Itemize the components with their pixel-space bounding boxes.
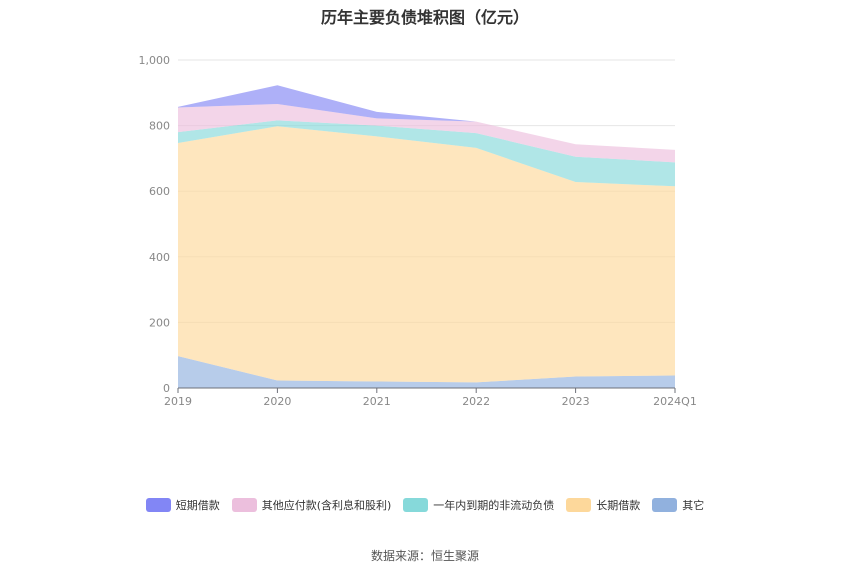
- legend-label: 其他应付款(含利息和股利): [261, 499, 392, 512]
- x-tick-label: 2022: [462, 395, 490, 408]
- y-tick-label: 400: [149, 251, 170, 264]
- area-series[interactable]: [178, 85, 675, 388]
- y-tick-label: 1,000: [139, 54, 171, 67]
- data-source-note: 数据来源：恒生聚源: [370, 549, 479, 563]
- legend-swatch: [231, 498, 257, 512]
- legend: 短期借款 其他应付款(含利息和股利) 一年内到期的非流动负债 长期借款 其它: [0, 497, 850, 513]
- area-短期借款[interactable]: [178, 85, 675, 150]
- legend-item[interactable]: 其他应付款(含利息和股利): [231, 497, 392, 513]
- legend-label: 其它: [682, 499, 705, 512]
- legend-label: 长期借款: [596, 499, 641, 512]
- chart-title: 历年主要负债堆积图（亿元）: [320, 8, 529, 27]
- chart-plot: 0 200 400 600 800 1,000 2019 2020 2021 2022 2023 20…: [139, 54, 697, 408]
- x-tick-label: 2023: [562, 395, 590, 408]
- x-tick-label: 2024Q1: [653, 395, 697, 408]
- x-tick-label: 2020: [263, 395, 291, 408]
- legend-item[interactable]: 一年内到期的非流动负债: [403, 497, 554, 513]
- y-tick-label: 600: [149, 185, 170, 198]
- axes: 0 200 400 600 800 1,000 2019 2020 2021 2022 2023 20…: [139, 54, 697, 408]
- legend-label: 短期借款: [175, 499, 220, 512]
- area-一年内到期的非流动负债[interactable]: [178, 120, 675, 187]
- legend-swatch: [566, 498, 592, 512]
- legend-label: 一年内到期的非流动负债: [433, 499, 555, 512]
- legend-swatch: [403, 498, 429, 512]
- y-tick-label: 0: [163, 382, 170, 395]
- legend-swatch: [652, 498, 678, 512]
- legend-item[interactable]: 长期借款: [566, 497, 640, 513]
- y-tick-label: 800: [149, 120, 170, 133]
- y-tick-label: 200: [149, 316, 170, 329]
- area-长期借款[interactable]: [178, 126, 675, 383]
- legend-swatch: [145, 498, 171, 512]
- x-tick-label: 2019: [164, 395, 192, 408]
- area-其他应付款(含利息和股利)[interactable]: [178, 103, 675, 163]
- area-其它[interactable]: [178, 356, 675, 388]
- legend-item[interactable]: 其它: [652, 497, 704, 513]
- x-tick-label: 2021: [363, 395, 391, 408]
- legend-item[interactable]: 短期借款: [145, 497, 220, 513]
